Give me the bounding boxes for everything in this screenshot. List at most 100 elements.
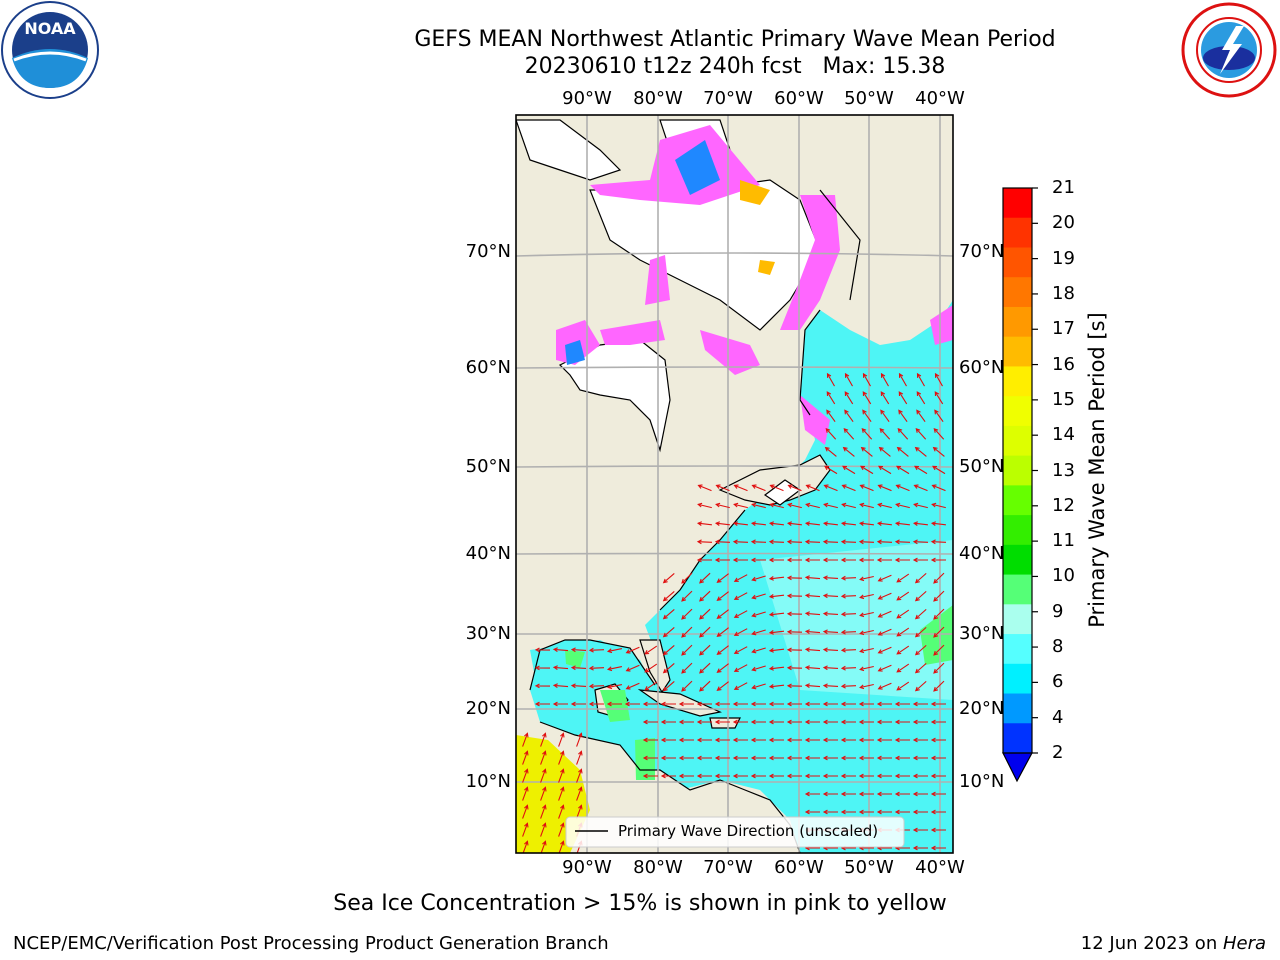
colorbar-band bbox=[1003, 604, 1032, 635]
wave-arrow bbox=[699, 590, 711, 602]
wave-arrow bbox=[822, 539, 839, 545]
wave-arrow bbox=[858, 719, 874, 725]
wave-arrow bbox=[840, 719, 856, 725]
wave-arrow bbox=[914, 590, 927, 602]
wave-arrow bbox=[844, 372, 853, 387]
wave-arrow bbox=[697, 502, 712, 509]
wave-arrow bbox=[898, 409, 908, 423]
wave-arrow bbox=[844, 391, 854, 405]
colorbar-band bbox=[1003, 574, 1032, 605]
wave-arrow bbox=[558, 768, 565, 783]
colorbar-tick-label: 13 bbox=[1052, 459, 1075, 481]
wave-arrow bbox=[914, 626, 927, 638]
colorbar-band bbox=[1003, 455, 1032, 486]
wave-arrow bbox=[880, 372, 889, 387]
wave-arrow bbox=[751, 683, 766, 690]
wave-arrow bbox=[912, 791, 928, 797]
wave-arrow bbox=[660, 737, 676, 743]
wave-arrow bbox=[876, 719, 892, 725]
wave-arrow bbox=[858, 521, 874, 526]
wave-arrow bbox=[768, 666, 785, 671]
wave-arrow bbox=[696, 719, 712, 725]
wave-arrow bbox=[859, 683, 874, 690]
wave-arrow bbox=[576, 786, 583, 801]
wave-arrow bbox=[786, 665, 803, 671]
wave-arrow bbox=[822, 557, 838, 563]
wave-arrow bbox=[786, 557, 802, 563]
wave-arrow bbox=[681, 644, 693, 656]
lon-label-top: 50°W bbox=[844, 88, 894, 109]
wave-arrow bbox=[576, 768, 583, 783]
wave-arrow bbox=[804, 755, 820, 761]
wave-arrow bbox=[894, 719, 910, 725]
wave-arrow bbox=[804, 647, 821, 653]
wave-arrow bbox=[896, 446, 909, 457]
wave-arrow bbox=[877, 502, 892, 509]
wave-arrow bbox=[733, 502, 748, 509]
wave-arrow bbox=[768, 755, 784, 761]
wave-arrow bbox=[859, 665, 874, 672]
wave-arrow bbox=[842, 446, 855, 457]
wave-arrow bbox=[912, 845, 928, 851]
wave-arrow bbox=[750, 521, 766, 526]
wave-arrow bbox=[540, 804, 547, 819]
wave-arrow bbox=[878, 465, 892, 475]
wave-arrow bbox=[733, 646, 748, 654]
colorbar-tick-label: 21 bbox=[1052, 177, 1075, 198]
lat-label-right: 30°N bbox=[959, 623, 1005, 644]
wave-arrow bbox=[822, 521, 838, 526]
wave-arrow bbox=[787, 484, 802, 492]
lat-label-right: 10°N bbox=[959, 771, 1005, 792]
wave-arrow bbox=[840, 773, 856, 779]
lon-label-top: 90°W bbox=[562, 88, 612, 109]
wave-arrow bbox=[876, 539, 893, 545]
wave-arrow bbox=[540, 786, 547, 801]
wave-arrow bbox=[895, 502, 910, 509]
colorbar-tick-label: 17 bbox=[1052, 318, 1075, 340]
wave-arrow bbox=[681, 662, 693, 674]
wave-arrow bbox=[804, 629, 821, 635]
wave-arrow bbox=[822, 665, 839, 671]
lon-label-top: 40°W bbox=[915, 88, 965, 109]
wave-arrow bbox=[751, 665, 766, 672]
wave-arrow bbox=[894, 521, 910, 526]
wave-arrow bbox=[714, 539, 731, 545]
footer-date: 12 Jun 2023 on Hera bbox=[1081, 933, 1266, 954]
wave-arrow bbox=[930, 809, 946, 815]
wave-arrow bbox=[716, 591, 729, 602]
colorbar-band bbox=[1003, 336, 1032, 367]
colorbar-tick-label: 9 bbox=[1052, 600, 1064, 622]
wave-arrow bbox=[732, 557, 748, 563]
wave-arrow bbox=[876, 791, 892, 797]
wave-arrow bbox=[751, 593, 766, 600]
wave-arrow bbox=[822, 737, 838, 743]
wave-arrow bbox=[840, 809, 856, 815]
lat-label-left: 70°N bbox=[465, 241, 511, 262]
colorbar-tick-label: 12 bbox=[1052, 494, 1075, 516]
wave-arrow bbox=[768, 521, 784, 526]
wave-arrow bbox=[894, 773, 910, 779]
wave-arrow bbox=[768, 684, 785, 689]
wave-arrow bbox=[934, 372, 943, 387]
wave-arrow bbox=[552, 683, 569, 689]
colorbar-band bbox=[1003, 693, 1032, 724]
wave-arrow bbox=[570, 647, 587, 653]
wave-arrow bbox=[558, 822, 565, 837]
wave-arrow bbox=[896, 609, 910, 619]
wave-arrow bbox=[733, 628, 748, 636]
wave-arrow bbox=[576, 732, 583, 747]
wave-arrow bbox=[714, 737, 730, 743]
noaa-logo: NOAA bbox=[1, 1, 99, 99]
wave-arrow bbox=[716, 663, 729, 674]
wave-arrow bbox=[732, 521, 748, 526]
wave-arrow bbox=[522, 768, 529, 783]
wave-arrow bbox=[880, 409, 890, 423]
colorbar-tick-label: 8 bbox=[1052, 636, 1064, 658]
colorbar-tick-label: 15 bbox=[1052, 388, 1075, 410]
wave-arrow bbox=[733, 484, 748, 492]
wave-arrow bbox=[751, 502, 766, 509]
wave-arrow bbox=[916, 372, 925, 387]
wave-arrow bbox=[750, 557, 766, 563]
wave-arrow bbox=[751, 575, 766, 582]
footer-date-text: 12 Jun 2023 on bbox=[1080, 933, 1223, 954]
